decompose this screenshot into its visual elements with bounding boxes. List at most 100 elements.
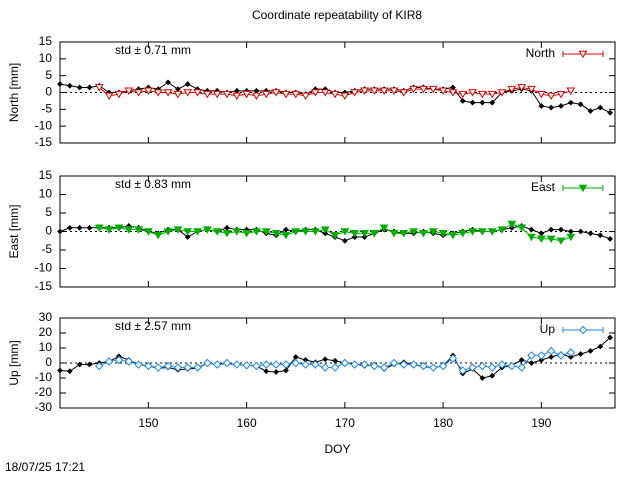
data-point bbox=[242, 361, 251, 370]
data-point bbox=[232, 92, 242, 101]
y-axis-label: Up [mm] bbox=[7, 340, 21, 385]
y-tick-label: -30 bbox=[35, 400, 53, 414]
data-point bbox=[291, 358, 300, 368]
data-point bbox=[507, 85, 517, 94]
data-point bbox=[350, 360, 359, 369]
y-tick-label: 10 bbox=[39, 51, 53, 65]
data-point bbox=[507, 361, 517, 371]
data-point bbox=[134, 89, 143, 97]
data-point bbox=[193, 228, 202, 236]
data-point bbox=[597, 343, 604, 350]
data-point bbox=[184, 234, 191, 240]
data-point bbox=[341, 237, 348, 244]
data-point bbox=[597, 104, 604, 111]
y-tick-label: -15 bbox=[35, 279, 53, 293]
y-tick-label: -10 bbox=[35, 118, 53, 132]
data-point bbox=[607, 334, 613, 341]
data-point bbox=[124, 87, 134, 95]
data-point bbox=[448, 89, 458, 97]
data-point bbox=[487, 90, 497, 99]
data-point bbox=[350, 89, 360, 97]
y-tick-label: 15 bbox=[39, 168, 53, 182]
data-point bbox=[566, 233, 576, 242]
data-point bbox=[212, 90, 222, 99]
data-point bbox=[86, 224, 93, 231]
data-point bbox=[144, 87, 153, 95]
data-point bbox=[587, 108, 594, 114]
data-point bbox=[183, 228, 193, 236]
data-point bbox=[94, 224, 104, 232]
data-point bbox=[311, 360, 320, 369]
data-point bbox=[468, 89, 477, 97]
data-point bbox=[517, 224, 527, 232]
data-point bbox=[202, 226, 212, 234]
data-point bbox=[518, 357, 525, 363]
data-point bbox=[271, 230, 281, 238]
data-point bbox=[379, 224, 389, 232]
data-point bbox=[183, 363, 192, 372]
data-point bbox=[86, 84, 93, 91]
legend-label: North bbox=[526, 46, 555, 60]
data-point bbox=[301, 92, 310, 101]
data-point bbox=[252, 228, 261, 236]
y-tick-label: -10 bbox=[35, 261, 53, 275]
data-point bbox=[193, 89, 202, 97]
data-point bbox=[114, 355, 124, 365]
data-point bbox=[330, 90, 340, 99]
data-point bbox=[497, 89, 507, 97]
data-point bbox=[538, 230, 545, 237]
data-point bbox=[57, 81, 63, 87]
annotation: std ± 2.57 mm bbox=[115, 319, 191, 333]
data-point bbox=[587, 348, 594, 354]
data-point bbox=[419, 85, 428, 94]
data-point bbox=[173, 226, 183, 234]
data-point bbox=[66, 224, 73, 231]
data-point bbox=[558, 103, 564, 109]
data-point bbox=[340, 228, 350, 236]
data-point bbox=[527, 351, 536, 360]
data-point bbox=[379, 363, 389, 372]
chart-title: Coordinate repeatability of KIR8 bbox=[252, 8, 422, 22]
data-point bbox=[399, 230, 409, 238]
data-point bbox=[57, 367, 63, 374]
data-point bbox=[95, 361, 104, 371]
data-point bbox=[212, 228, 222, 236]
data-point bbox=[301, 360, 310, 369]
data-point bbox=[577, 101, 584, 108]
data-point bbox=[389, 358, 399, 368]
y-tick-label: -5 bbox=[41, 102, 52, 116]
data-point bbox=[252, 92, 261, 101]
data-point bbox=[558, 226, 564, 233]
data-point bbox=[311, 228, 320, 236]
data-point bbox=[546, 346, 556, 356]
data-point bbox=[527, 85, 536, 94]
data-point bbox=[360, 360, 369, 369]
data-point bbox=[389, 87, 399, 95]
data-point bbox=[281, 90, 291, 99]
data-point bbox=[527, 233, 536, 242]
data-point bbox=[409, 228, 419, 236]
data-point bbox=[369, 87, 379, 95]
data-point bbox=[57, 228, 63, 235]
data-point bbox=[479, 375, 486, 381]
data-point bbox=[124, 357, 133, 366]
data-point bbox=[193, 363, 202, 372]
data-point bbox=[232, 228, 242, 236]
data-point bbox=[517, 363, 526, 372]
data-point bbox=[409, 85, 419, 94]
data-point bbox=[301, 228, 310, 236]
data-point bbox=[567, 228, 574, 235]
legend-label: East bbox=[531, 180, 556, 194]
data-point bbox=[66, 368, 73, 375]
data-point bbox=[144, 361, 153, 371]
data-point bbox=[320, 226, 330, 234]
data-point bbox=[340, 358, 350, 368]
data-point bbox=[163, 228, 173, 236]
data-point bbox=[459, 98, 466, 104]
data-point bbox=[222, 90, 232, 99]
data-point bbox=[370, 361, 379, 371]
data-point bbox=[212, 360, 222, 369]
y-tick-label: 5 bbox=[45, 68, 52, 82]
timestamp: 18/07/25 17:21 bbox=[5, 460, 85, 474]
data-point bbox=[546, 235, 556, 244]
